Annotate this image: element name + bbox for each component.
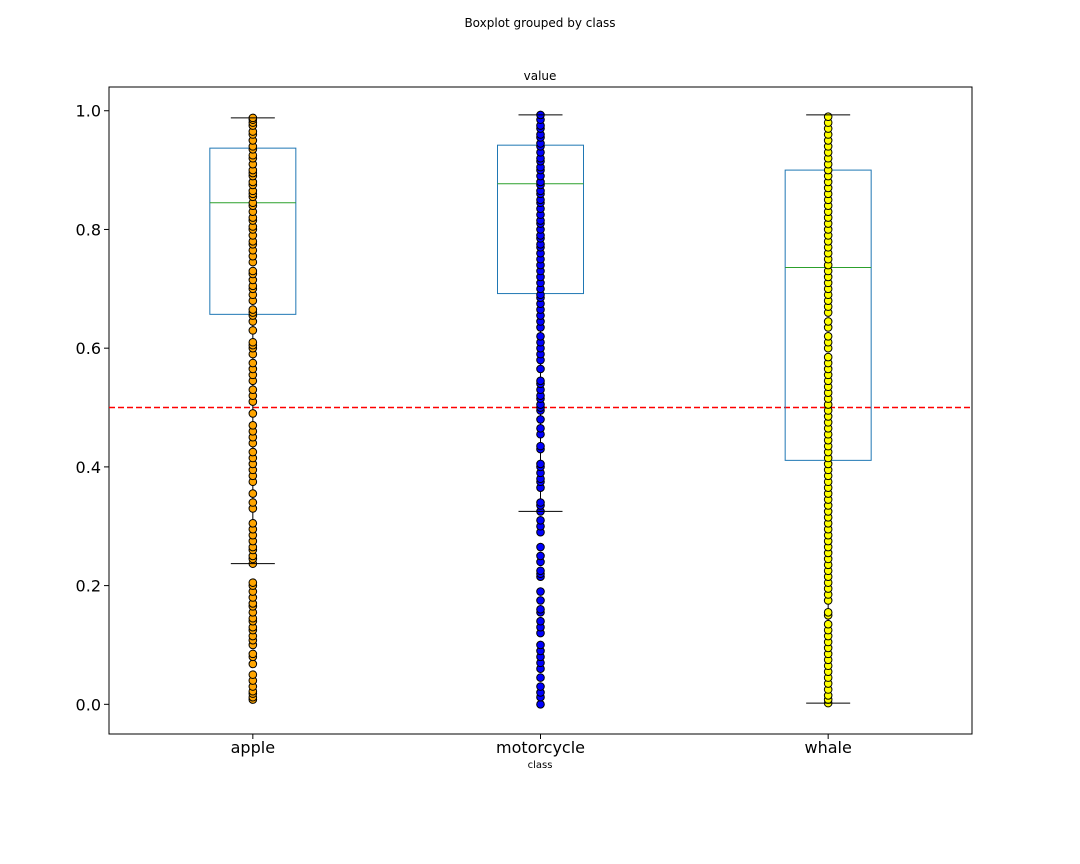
data-point [536, 498, 545, 507]
data-point [536, 441, 545, 451]
data-point [248, 385, 258, 395]
y-tick-label: 0.6 [76, 339, 101, 358]
box-group-whale [784, 112, 872, 708]
data-point [536, 332, 545, 341]
data-point [536, 424, 545, 433]
x-axis-label: class [528, 760, 553, 771]
data-point [536, 566, 545, 576]
data-point [248, 409, 258, 418]
data-point [248, 670, 258, 679]
data-point [248, 326, 258, 335]
data-point [248, 421, 258, 430]
box-group-apple [209, 113, 297, 704]
figure-suptitle: Boxplot grouped by class [464, 16, 615, 30]
y-tick-label: 0.8 [76, 220, 101, 239]
data-point [248, 447, 258, 457]
data-point [536, 459, 545, 469]
data-point [248, 659, 258, 669]
y-tick-label: 0.0 [76, 695, 101, 714]
x-tick-label: motorcycle [496, 738, 585, 757]
y-tick-label: 1.0 [76, 102, 101, 121]
data-point [248, 578, 258, 587]
data-point [823, 112, 833, 121]
data-point [536, 616, 545, 626]
data-point [248, 305, 258, 314]
data-point [536, 551, 545, 561]
data-point [536, 596, 545, 605]
axes-title: value [524, 69, 557, 83]
data-point [248, 489, 258, 498]
data-point [823, 332, 833, 341]
data-point [248, 518, 258, 528]
data-point [536, 542, 545, 552]
x-tick-label: apple [231, 738, 275, 757]
data-point [823, 619, 833, 629]
data-point [536, 364, 545, 374]
data-point [536, 700, 545, 709]
data-point [823, 317, 833, 326]
data-point [248, 337, 258, 347]
data-point [536, 640, 545, 650]
box-group-motorcycle [497, 110, 584, 709]
data-point [248, 266, 258, 276]
data-point [823, 352, 833, 362]
x-tick-label: whale [805, 738, 852, 757]
data-point [536, 376, 545, 386]
data-point [536, 516, 545, 525]
data-point [248, 498, 258, 507]
y-tick-label: 0.4 [76, 458, 101, 477]
data-point [823, 608, 833, 617]
y-tick-label: 0.2 [76, 577, 101, 596]
data-point [248, 358, 258, 368]
data-point [536, 587, 545, 596]
data-point [536, 605, 545, 614]
data-point [536, 673, 545, 682]
data-point [536, 415, 545, 424]
data-point [248, 649, 258, 659]
data-point [536, 682, 545, 691]
